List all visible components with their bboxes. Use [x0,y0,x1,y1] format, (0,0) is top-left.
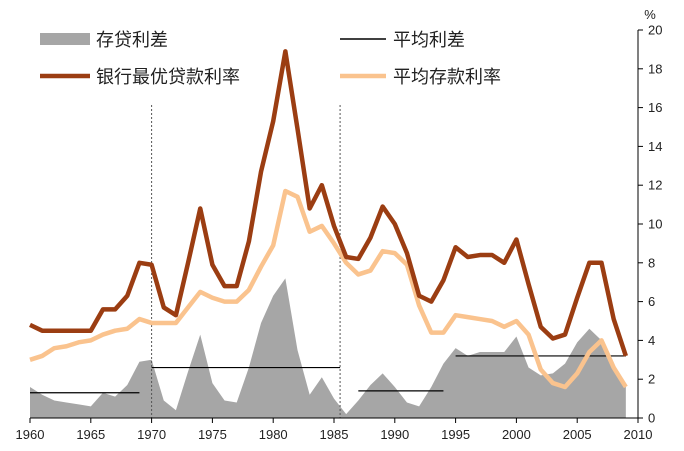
y-unit-label: % [644,7,656,22]
y-tick-label: 2 [648,372,655,387]
x-tick-label: 1985 [320,427,349,442]
y-tick-label: 12 [648,178,662,193]
legend-label-prime: 银行最优贷款利率 [96,67,240,88]
y-tick-label: 6 [648,294,655,309]
y-tick-label: 8 [648,255,655,270]
x-tick-label: 2005 [563,427,592,442]
x-tick-label: 1995 [441,427,470,442]
x-tick-label: 1960 [16,427,45,442]
legend-swatch-spread [40,33,90,45]
y-tick-label: 16 [648,100,662,115]
y-tick-label: 0 [648,411,655,426]
prime-rate-line [29,49,628,357]
x-tick-label: 1975 [198,427,227,442]
legend-label-avg: 平均利差 [393,30,465,51]
y-tick-label: 14 [648,139,662,154]
x-tick-label: 2010 [624,427,653,442]
y-tick-label: 10 [648,217,662,232]
x-tick-label: 1980 [259,427,288,442]
y-tick-label: 4 [648,333,655,348]
y-tick-label: 20 [648,23,662,38]
x-tick-label: 2000 [502,427,531,442]
legend-label-spread: 存贷利差 [96,30,168,51]
x-tick-label: 1965 [76,427,105,442]
x-tick-label: 1990 [380,427,409,442]
legend-label-deposit: 平均存款利率 [393,67,501,88]
deposit-rate-line [29,188,628,390]
y-tick-label: 18 [648,61,662,76]
x-tick-label: 1970 [137,427,166,442]
spread-area [30,278,626,418]
